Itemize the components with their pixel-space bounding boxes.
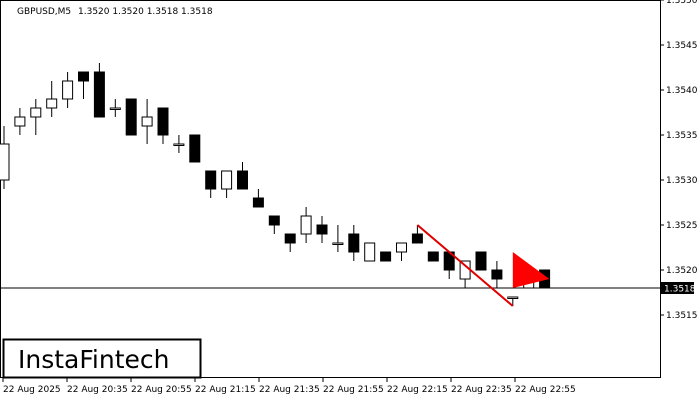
brand-name: InstaFintech	[18, 345, 170, 374]
candle-bearish	[237, 170, 248, 190]
candle-bullish	[507, 296, 519, 299]
candle-bearish	[78, 71, 89, 82]
x-tick-label: 22 Aug 22:35	[451, 385, 512, 395]
x-tick-label: 22 Aug 21:55	[323, 385, 384, 395]
candle-bearish	[205, 170, 217, 190]
candle-bullish	[221, 170, 233, 190]
candle-bearish	[427, 251, 439, 262]
candle-bearish	[316, 224, 328, 235]
current-price-label-text: 1.3518	[664, 285, 696, 295]
x-tick-label: 22 Aug 21:35	[259, 385, 320, 395]
candle-bearish	[157, 107, 169, 136]
candle-bullish	[173, 143, 185, 146]
y-tick-label: 1.3545	[666, 41, 698, 51]
candle-bullish	[396, 242, 407, 253]
x-tick-label: 22 Aug 2025	[3, 385, 61, 395]
candle-bullish	[300, 215, 312, 235]
y-tick-label: 1.3550	[666, 0, 698, 6]
candle-bullish	[0, 143, 10, 181]
candle-bullish	[62, 80, 74, 100]
bearish-pattern	[416, 224, 550, 307]
x-tick-label: 22 Aug 20:35	[67, 385, 128, 395]
y-tick-label: 1.3520	[666, 266, 698, 276]
y-tick-label: 1.3515	[666, 311, 698, 321]
plot-frame	[0, 0, 661, 378]
current-price-label-bg	[660, 282, 694, 294]
candle-bearish	[380, 251, 392, 262]
y-tick-label: 1.3525	[666, 221, 698, 231]
x-tick-label: 22 Aug 21:15	[195, 385, 256, 395]
x-tick-label: 22 Aug 22:15	[387, 385, 448, 395]
y-tick-label: 1.3530	[666, 176, 698, 186]
x-tick-label: 22 Aug 20:55	[131, 385, 192, 395]
candle-bullish	[364, 242, 376, 262]
candle-bearish	[491, 269, 503, 280]
candle-bearish	[93, 71, 105, 118]
chart-symbol: GBPUSD,M5	[17, 7, 71, 17]
candle-bearish	[252, 197, 264, 208]
candle-bullish	[30, 107, 42, 118]
brand-logo: InstaFintech	[2, 338, 202, 379]
candle-bullish	[14, 116, 26, 127]
time-axis: 22 Aug 2025 22 Aug 20:35 22 Aug 20:55 22 Au…	[2, 378, 576, 395]
y-tick-label: 1.3540	[666, 86, 698, 96]
current-price-label: 1.3518	[660, 282, 696, 295]
candle-bullish	[46, 98, 58, 109]
pattern-trend-line	[416, 224, 514, 307]
chart-ohlc: 1.3520 1.3520 1.3518 1.3518	[78, 7, 213, 17]
candle-bullish	[332, 242, 344, 245]
y-tick-label: 1.3535	[666, 131, 698, 141]
candle-bullish	[109, 107, 121, 110]
price-axis: 1.3550 1.3545 1.3540 1.3535 1.3530 1.3525 1.35…	[660, 0, 698, 321]
candle-bearish	[268, 215, 280, 226]
candle-bearish	[189, 134, 201, 163]
candle-bearish	[475, 251, 487, 271]
pattern-flag	[512, 252, 550, 288]
brand-box	[2, 338, 202, 379]
candle-bearish	[348, 233, 360, 253]
candle-bearish	[411, 233, 423, 244]
candle-bearish	[125, 98, 137, 136]
x-tick-label: 22 Aug 22:55	[515, 385, 576, 395]
candle-bearish	[284, 233, 296, 244]
candle-bullish	[141, 116, 153, 127]
